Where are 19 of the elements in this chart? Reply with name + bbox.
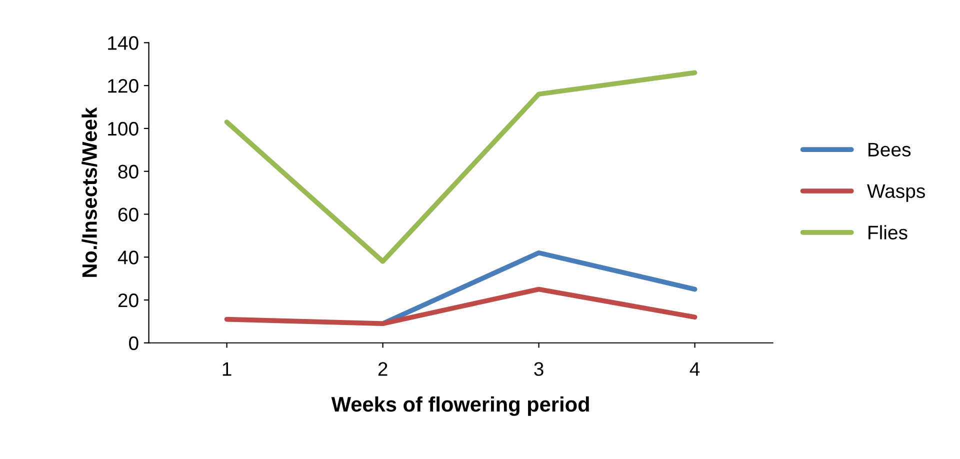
y-tick-label: 100 [108,122,138,136]
y-tick-label: 140 [108,36,138,50]
y-tick-label: 20 [118,293,138,308]
x-axis-title: Weeks of flowering period [331,396,589,416]
x-tick-label: 1 [222,362,232,376]
y-tick-label: 40 [118,250,138,264]
x-tick-label: 2 [378,362,388,376]
legend-label: Bees [868,142,911,157]
y-tick-label: 80 [118,164,138,179]
y-tick-label: 120 [108,79,138,93]
x-tick-label: 3 [534,362,544,376]
x-tick-label: 4 [690,362,700,376]
legend-label: Flies [868,225,908,240]
y-tick-label: 0 [129,336,138,350]
y-axis-title: No./Insects/Week [82,107,98,277]
line-series [224,286,698,326]
legend-label: Wasps [867,184,925,202]
line-series [224,70,698,264]
y-tick-label: 60 [118,208,138,222]
